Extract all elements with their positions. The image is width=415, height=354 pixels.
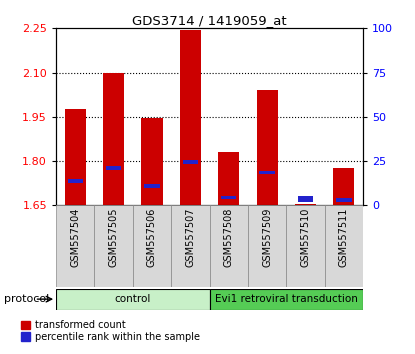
Legend: transformed count, percentile rank within the sample: transformed count, percentile rank withi…	[22, 320, 200, 342]
Text: Evi1 retroviral transduction: Evi1 retroviral transduction	[215, 294, 358, 304]
Bar	[106, 166, 121, 170]
Bar	[248, 205, 286, 287]
Text: GSM557511: GSM557511	[339, 208, 349, 267]
Title: GDS3714 / 1419059_at: GDS3714 / 1419059_at	[132, 14, 287, 27]
Bar	[142, 118, 163, 205]
Bar	[295, 204, 316, 205]
Bar	[333, 169, 354, 205]
Bar	[210, 289, 363, 310]
Bar	[210, 205, 248, 287]
Bar	[336, 198, 352, 202]
Text: GSM557504: GSM557504	[70, 208, 80, 267]
Text: GSM557505: GSM557505	[109, 208, 119, 267]
Bar	[180, 30, 201, 205]
Text: GSM557507: GSM557507	[186, 208, 195, 267]
Bar	[68, 179, 83, 183]
Bar	[256, 90, 278, 205]
Bar	[56, 205, 95, 287]
Text: GSM557506: GSM557506	[147, 208, 157, 267]
Bar	[103, 73, 124, 205]
Text: GSM557510: GSM557510	[300, 208, 310, 267]
Bar	[286, 205, 325, 287]
Bar	[325, 205, 363, 287]
Bar	[221, 195, 237, 199]
Bar	[259, 171, 275, 174]
Text: protocol: protocol	[4, 294, 49, 304]
Bar	[183, 160, 198, 164]
Bar	[95, 205, 133, 287]
Bar	[171, 205, 210, 287]
Text: GSM557508: GSM557508	[224, 208, 234, 267]
Bar	[218, 152, 239, 205]
Text: GSM557509: GSM557509	[262, 208, 272, 267]
Bar	[65, 109, 86, 205]
Bar	[144, 184, 160, 188]
Bar	[298, 196, 313, 202]
Text: control: control	[115, 294, 151, 304]
Bar	[133, 205, 171, 287]
Bar	[56, 289, 210, 310]
